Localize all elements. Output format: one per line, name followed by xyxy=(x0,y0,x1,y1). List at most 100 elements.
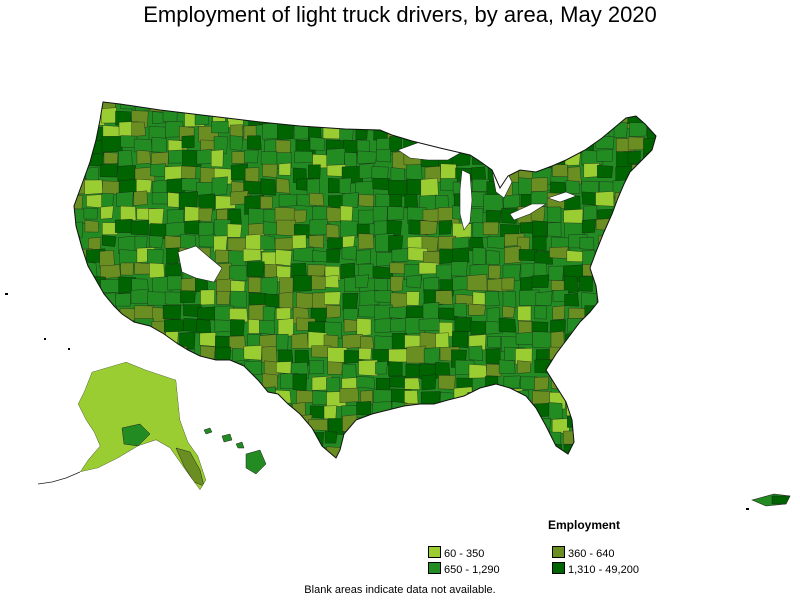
area-cell xyxy=(184,220,201,235)
area-cell xyxy=(423,459,436,475)
area-cell xyxy=(310,102,330,114)
area-cell xyxy=(357,457,372,458)
area-cell xyxy=(518,320,534,335)
area-cell xyxy=(264,360,279,379)
area-cell xyxy=(198,401,214,417)
area-cell xyxy=(371,419,390,433)
area-cell xyxy=(551,107,571,125)
area-cell xyxy=(212,373,233,389)
area-cell xyxy=(165,359,180,379)
area-cell xyxy=(279,277,294,295)
area-cell xyxy=(469,462,487,478)
area-cell xyxy=(487,336,501,349)
area-cell xyxy=(516,107,531,124)
area-cell xyxy=(131,278,149,292)
area-cell xyxy=(278,162,292,176)
area-cell xyxy=(213,416,232,430)
legend-swatch xyxy=(428,546,441,558)
area-cell xyxy=(422,208,441,222)
area-cell xyxy=(600,331,616,346)
area-cell xyxy=(196,149,213,165)
area-cell xyxy=(327,361,344,375)
area-cell xyxy=(262,386,277,405)
area-cell xyxy=(645,319,656,338)
area-cell xyxy=(390,276,404,292)
area-cell xyxy=(551,125,571,138)
area-cell xyxy=(392,102,410,108)
area-cell xyxy=(437,417,451,434)
area-cell xyxy=(629,303,647,321)
area-cell xyxy=(519,150,535,163)
area-cell xyxy=(420,102,435,112)
area-cell xyxy=(615,302,630,321)
area-cell xyxy=(484,291,500,307)
area-cell xyxy=(74,177,86,195)
area-cell xyxy=(600,305,616,324)
map-title: Employment of light truck drivers, by ar… xyxy=(143,2,657,27)
area-cell xyxy=(424,431,439,445)
area-cell xyxy=(244,388,264,407)
area-cell xyxy=(243,434,259,448)
area-cell xyxy=(309,405,325,419)
area-cell xyxy=(167,275,183,291)
area-cell xyxy=(550,359,571,378)
area-cell xyxy=(648,206,656,219)
area-cell xyxy=(166,247,180,265)
area-cell xyxy=(628,176,648,191)
area-cell xyxy=(88,304,109,320)
area-cell xyxy=(584,347,604,361)
area-cell xyxy=(179,331,196,350)
area-cell xyxy=(614,223,629,237)
lake-michigan xyxy=(459,169,473,231)
area-cell xyxy=(646,164,656,178)
area-cell xyxy=(534,305,547,320)
area-cell xyxy=(502,264,521,281)
area-cell xyxy=(74,303,89,318)
area-cell xyxy=(119,347,135,363)
map-speck xyxy=(5,293,8,295)
area-cell xyxy=(455,102,471,110)
area-cell xyxy=(598,235,614,250)
area-cell xyxy=(405,432,426,450)
area-cell xyxy=(515,120,536,135)
area-cell xyxy=(646,330,656,348)
area-cell xyxy=(631,164,648,180)
area-cell xyxy=(215,195,236,210)
area-cell xyxy=(326,148,346,167)
area-cell xyxy=(311,275,326,290)
area-cell xyxy=(406,275,422,289)
area-cell xyxy=(648,293,656,306)
area-cell xyxy=(647,457,656,458)
area-cell xyxy=(116,191,134,208)
area-cell xyxy=(339,102,358,108)
area-cell xyxy=(133,138,153,153)
area-cell xyxy=(627,359,641,378)
area-cell xyxy=(467,392,486,408)
area-cell xyxy=(630,386,650,402)
area-cell xyxy=(100,279,120,293)
area-cell xyxy=(485,348,501,365)
area-cell xyxy=(324,106,341,125)
area-cell xyxy=(342,333,363,349)
area-cell xyxy=(614,191,629,205)
area-cell xyxy=(630,262,650,275)
area-cell xyxy=(500,136,517,153)
legend-item-60-350: 60 - 350 xyxy=(428,546,484,561)
area-cell xyxy=(312,250,329,263)
area-cell xyxy=(515,348,533,365)
area-cell xyxy=(486,250,500,266)
area-cell xyxy=(344,152,357,169)
area-cell xyxy=(404,443,420,458)
area-cell xyxy=(263,431,277,448)
area-cell xyxy=(549,102,565,108)
area-cell xyxy=(358,347,372,360)
area-cell xyxy=(647,358,656,377)
area-cell xyxy=(74,345,88,360)
area-cell xyxy=(534,250,553,265)
area-cell xyxy=(616,404,637,421)
area-cell xyxy=(646,107,656,123)
area-cell xyxy=(292,275,312,292)
area-cell xyxy=(502,290,517,309)
area-cell xyxy=(583,205,598,222)
